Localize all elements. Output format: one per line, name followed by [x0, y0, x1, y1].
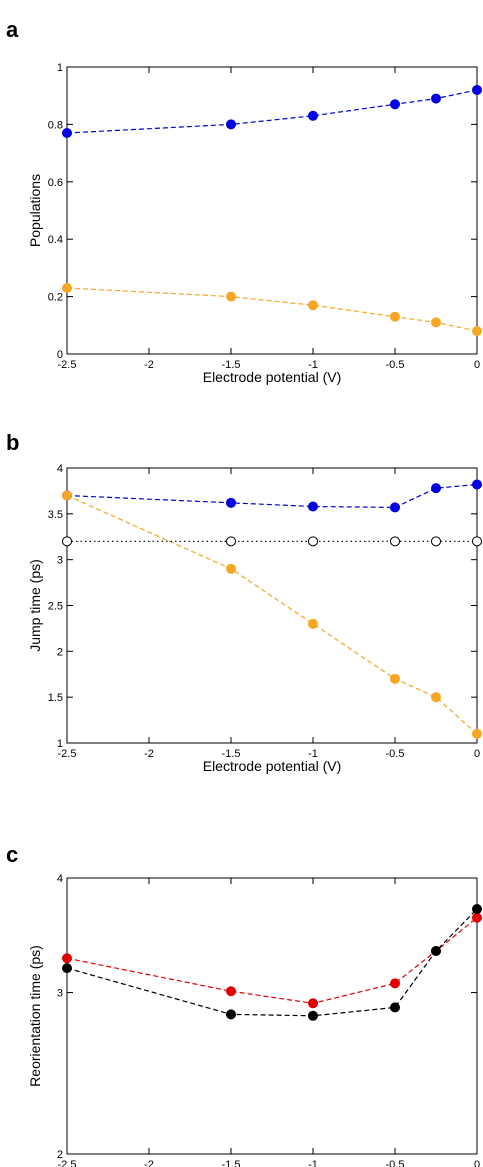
x-tick-label-c-2: -1.5 — [222, 1159, 241, 1167]
y-tick-label-b-3: 2.5 — [48, 601, 63, 613]
x-tick-label-a-4: -0.5 — [386, 359, 405, 371]
plot-frame-c — [66, 877, 478, 1155]
y-tick-label-c-1: 3 — [57, 988, 63, 1000]
x-tick-label-a-2: -1.5 — [222, 359, 241, 371]
x-tick-label-b-3: -1 — [308, 748, 318, 760]
data-point-a-1-4 — [431, 317, 441, 328]
data-point-a-1-0 — [62, 282, 72, 293]
plot-frame-b — [66, 467, 478, 744]
series-line-a-0 — [66, 89, 478, 134]
data-point-b-2-5 — [472, 536, 482, 547]
x-tick-label-a-3: -1 — [308, 359, 318, 371]
y-tick-label-b-0: 1 — [57, 738, 63, 750]
data-point-b-1-4 — [431, 692, 441, 703]
data-point-b-1-0 — [62, 490, 72, 501]
x-tick-label-a-0: -2.5 — [58, 359, 77, 371]
data-point-b-0-4 — [431, 483, 441, 494]
data-point-b-2-2 — [308, 536, 318, 547]
x-tick-label-a-5: 0 — [474, 359, 480, 371]
series-line-b-0 — [66, 483, 478, 509]
data-point-b-1-2 — [308, 618, 318, 629]
data-point-c-0-5 — [472, 912, 482, 923]
data-point-c-0-2 — [308, 998, 318, 1009]
y-tick-label-b-6: 4 — [57, 463, 63, 475]
data-point-b-0-3 — [390, 502, 400, 513]
data-point-c-1-0 — [62, 963, 72, 974]
y-tick-label-a-3: 0.6 — [48, 177, 63, 189]
data-point-b-2-0 — [62, 536, 72, 547]
panel-letter-b: b — [6, 430, 19, 455]
x-tick-label-b-2: -1.5 — [222, 748, 241, 760]
data-point-c-0-1 — [226, 986, 236, 997]
data-point-b-1-1 — [226, 563, 236, 574]
series-line-b-1 — [66, 494, 478, 735]
series-line-c-1 — [66, 908, 478, 1017]
panel-letter-c: c — [6, 842, 18, 867]
data-point-b-1-5 — [472, 728, 482, 739]
y-tick-label-b-5: 3.5 — [48, 509, 63, 521]
data-point-c-1-5 — [472, 904, 482, 915]
y-tick-label-a-0: 0 — [57, 349, 63, 361]
x-tick-label-c-4: -0.5 — [386, 1159, 405, 1167]
x-tick-label-c-0: -2.5 — [58, 1159, 77, 1167]
data-point-c-1-4 — [431, 946, 441, 956]
data-point-b-1-3 — [390, 673, 400, 684]
data-point-a-0-0 — [62, 128, 72, 139]
x-axis-label-a: Electrode potential (V) — [203, 369, 342, 385]
x-tick-label-b-0: -2.5 — [58, 748, 77, 760]
data-point-b-0-5 — [472, 479, 482, 490]
data-point-b-2-3 — [390, 536, 400, 547]
y-tick-label-a-4: 0.8 — [48, 119, 63, 131]
data-point-a-1-3 — [390, 311, 400, 322]
y-tick-label-c-0: 2 — [57, 1149, 63, 1161]
data-point-b-0-2 — [308, 501, 318, 512]
data-point-c-0-0 — [62, 953, 72, 964]
data-point-b-2-1 — [226, 536, 236, 547]
y-axis-label-b: Jump time (ps) — [27, 559, 43, 652]
data-point-b-0-1 — [226, 497, 236, 508]
y-tick-label-b-1: 1.5 — [48, 692, 63, 704]
y-tick-label-c-2: 4 — [57, 873, 63, 885]
data-point-a-1-5 — [472, 326, 482, 337]
y-tick-label-b-4: 3 — [57, 555, 63, 567]
data-point-a-0-5 — [472, 84, 482, 95]
data-point-a-0-3 — [390, 99, 400, 110]
x-tick-label-b-5: 0 — [474, 748, 480, 760]
panel-letter-a: a — [6, 17, 19, 42]
series-line-c-0 — [66, 917, 478, 1004]
y-tick-label-a-2: 0.4 — [48, 234, 63, 246]
data-point-c-1-1 — [226, 1009, 236, 1020]
data-point-c-1-3 — [390, 1002, 400, 1013]
y-tick-label-a-5: 1 — [57, 62, 63, 74]
x-tick-label-c-1: -2 — [144, 1159, 154, 1167]
x-axis-label-b: Electrode potential (V) — [203, 758, 342, 774]
x-tick-label-b-4: -0.5 — [386, 748, 405, 760]
data-point-a-0-1 — [226, 119, 236, 130]
x-tick-label-c-5: 0 — [474, 1159, 480, 1167]
y-axis-label-a: Populations — [27, 174, 43, 247]
data-point-c-0-3 — [390, 978, 400, 989]
x-tick-label-a-1: -2 — [144, 359, 154, 371]
data-point-b-2-4 — [431, 536, 441, 547]
y-tick-label-a-1: 0.2 — [48, 292, 63, 304]
x-tick-label-b-1: -2 — [144, 748, 154, 760]
series-line-a-1 — [66, 287, 478, 332]
y-axis-label-c: Reorientation time (ps) — [27, 945, 43, 1087]
data-point-a-1-2 — [308, 300, 318, 311]
plot-frame-a — [66, 66, 478, 355]
data-point-a-0-2 — [308, 110, 318, 121]
y-tick-label-b-2: 2 — [57, 646, 63, 658]
data-point-a-1-1 — [226, 291, 236, 302]
x-tick-label-c-3: -1 — [308, 1159, 318, 1167]
data-point-c-1-2 — [308, 1010, 318, 1021]
data-point-a-0-4 — [431, 93, 441, 104]
